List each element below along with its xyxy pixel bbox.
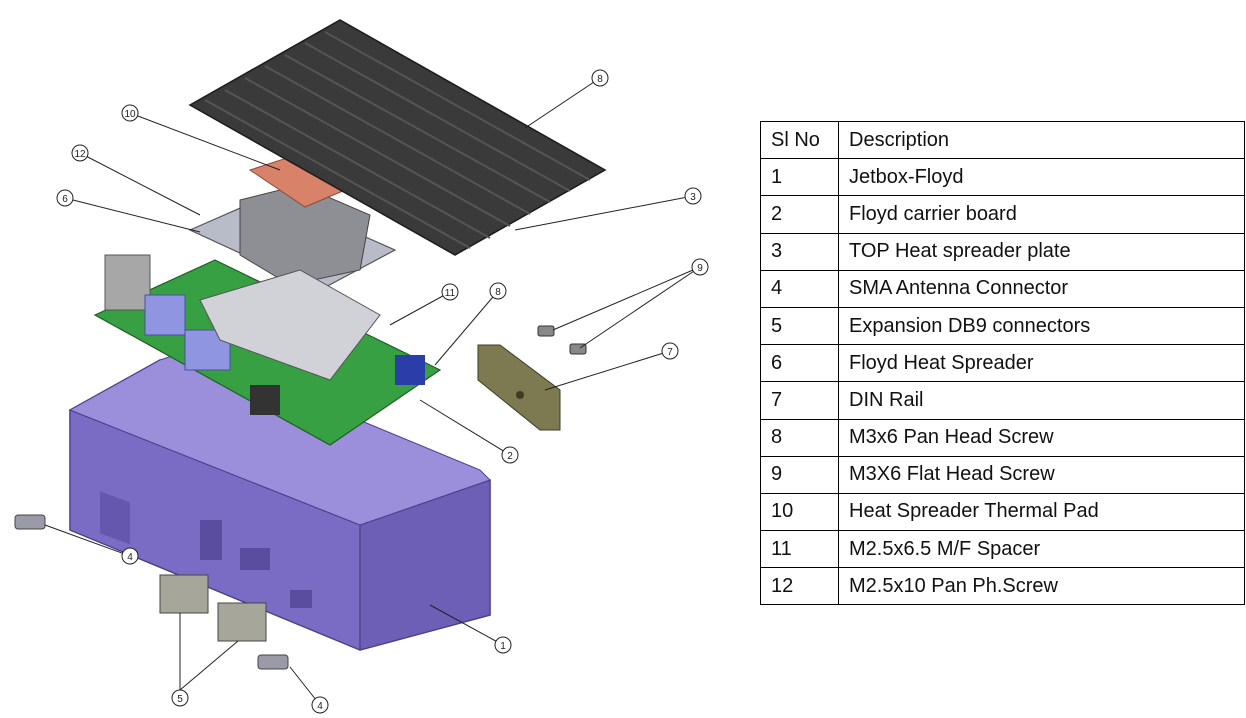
row-no: 1	[760, 158, 839, 197]
row-description: TOP Heat spreader plate	[838, 232, 1245, 271]
row-description: Expansion DB9 connectors	[838, 306, 1245, 346]
svg-text:6: 6	[62, 194, 68, 205]
svg-text:7: 7	[667, 347, 673, 358]
svg-text:4: 4	[317, 701, 323, 712]
callout-4-bottom: 4	[311, 696, 329, 714]
callout-5: 5	[171, 689, 189, 707]
callout-markers: 8 10 12 6 3 9 11 8 7 2 4 1 5 4	[56, 69, 709, 714]
callout-6: 6	[56, 189, 74, 207]
callout-8-mid: 8	[489, 282, 507, 300]
callout-8-top: 8	[591, 69, 609, 87]
floyd-heat-spreader	[188, 184, 397, 381]
svg-text:1: 1	[500, 641, 506, 652]
row-description: M2.5x6.5 M/F Spacer	[838, 530, 1245, 569]
row-no: 6	[760, 344, 839, 383]
callout-2: 2	[501, 446, 519, 464]
row-description: Floyd carrier board	[838, 195, 1245, 234]
row-no: 10	[760, 492, 839, 532]
svg-text:8: 8	[597, 74, 603, 85]
callout-12: 12	[71, 144, 89, 162]
row-no: 5	[760, 306, 839, 346]
table-row: 2 Floyd carrier board	[760, 195, 1245, 234]
row-description: Jetbox-Floyd	[838, 158, 1245, 197]
svg-text:12: 12	[74, 149, 86, 160]
table-row: 5 Expansion DB9 connectors	[760, 306, 1245, 346]
row-no: 9	[760, 455, 839, 494]
callout-11: 11	[441, 283, 459, 301]
table-row: 10 Heat Spreader Thermal Pad	[760, 492, 1245, 532]
svg-text:2: 2	[507, 451, 513, 462]
table-row: 11 M2.5x6.5 M/F Spacer	[760, 530, 1245, 569]
flat-head-screws	[537, 325, 587, 355]
callout-10: 10	[121, 104, 139, 122]
table-row: 9 M3X6 Flat Head Screw	[760, 455, 1245, 494]
header-description: Description	[838, 120, 1245, 160]
table-row: 1 Jetbox-Floyd	[760, 158, 1245, 197]
callout-4-left: 4	[121, 547, 139, 565]
svg-text:11: 11	[445, 288, 456, 299]
table-header-row: Sl No Description	[760, 120, 1245, 160]
row-description: DIN Rail	[838, 381, 1245, 420]
callout-9: 9	[691, 258, 709, 276]
table-row: 7 DIN Rail	[760, 381, 1245, 420]
callout-3: 3	[684, 187, 702, 205]
row-no: 8	[760, 418, 839, 457]
row-no: 3	[760, 232, 839, 271]
row-description: M3x6 Pan Head Screw	[838, 418, 1245, 457]
sma-antenna-connectors	[14, 514, 289, 670]
row-no: 11	[760, 530, 839, 569]
din-rail	[477, 344, 561, 431]
table-row: 6 Floyd Heat Spreader	[760, 344, 1245, 383]
header-sl-no: Sl No	[760, 120, 839, 160]
enclosure-jetbox-floyd	[68, 349, 491, 651]
svg-text:3: 3	[690, 192, 696, 203]
table-row: 4 SMA Antenna Connector	[760, 269, 1245, 308]
top-heat-spreader-plate	[188, 19, 607, 256]
row-description: SMA Antenna Connector	[838, 269, 1245, 308]
parts-list-table: Sl No Description 1 Jetbox-Floyd 2 Floyd c…	[760, 120, 1245, 606]
row-no: 2	[760, 195, 839, 234]
svg-text:8: 8	[495, 287, 501, 298]
row-description: M2.5x10 Pan Ph.Screw	[838, 567, 1245, 606]
svg-text:4: 4	[127, 552, 133, 563]
callout-7: 7	[661, 342, 679, 360]
row-no: 12	[760, 567, 839, 606]
exploded-assembly-diagram: 8 10 12 6 3 9 11 8 7 2 4 1 5 4	[14, 19, 709, 714]
table-row: 3 TOP Heat spreader plate	[760, 232, 1245, 271]
table-row: 12 M2.5x10 Pan Ph.Screw	[760, 567, 1245, 606]
row-description: Floyd Heat Spreader	[838, 344, 1245, 383]
row-no: 4	[760, 269, 839, 308]
svg-text:10: 10	[124, 109, 136, 120]
callout-1: 1	[494, 636, 512, 654]
row-description: Heat Spreader Thermal Pad	[838, 492, 1245, 532]
svg-text:5: 5	[177, 694, 183, 705]
row-description: M3X6 Flat Head Screw	[838, 455, 1245, 494]
row-no: 7	[760, 381, 839, 420]
leader-lines	[44, 77, 701, 706]
expansion-db9-connectors	[159, 574, 267, 642]
svg-text:9: 9	[697, 263, 703, 274]
table-row: 8 M3x6 Pan Head Screw	[760, 418, 1245, 457]
